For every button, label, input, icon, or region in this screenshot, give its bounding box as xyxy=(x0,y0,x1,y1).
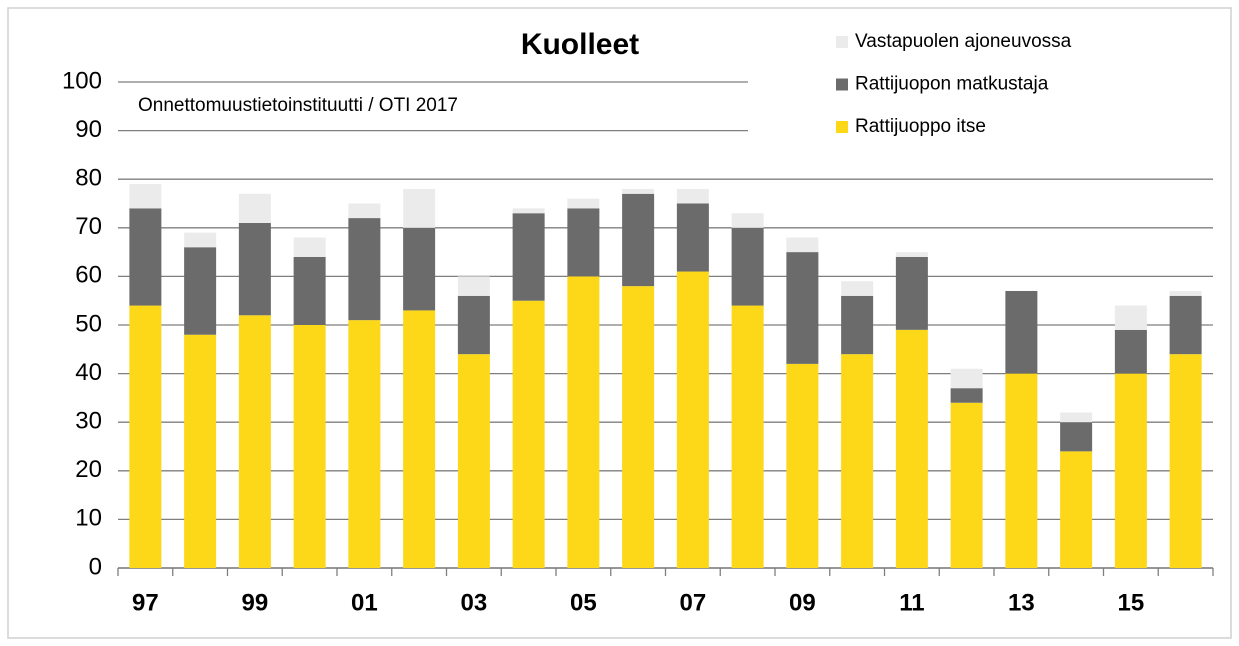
bar-segment xyxy=(293,325,326,568)
bar-segment xyxy=(1005,290,1038,374)
bar-segment xyxy=(1005,373,1038,568)
bar-segment xyxy=(731,305,764,568)
y-tick-label: 10 xyxy=(75,505,102,532)
bar-segment xyxy=(129,184,162,209)
bar-segment xyxy=(622,286,655,568)
x-tick-label: 11 xyxy=(899,589,924,616)
bar-segment xyxy=(567,208,600,277)
bar-segment xyxy=(676,188,709,204)
legend-swatch xyxy=(836,121,848,133)
bar-segment xyxy=(1114,305,1147,330)
bar-segment xyxy=(841,281,874,296)
bar-segment xyxy=(950,388,983,403)
bar-segment xyxy=(1169,354,1202,568)
bar-segment xyxy=(841,354,874,568)
y-tick-label: 40 xyxy=(75,359,102,386)
bar-segment xyxy=(512,300,545,568)
y-tick-label: 90 xyxy=(75,116,102,143)
bar-segment xyxy=(403,227,436,311)
bar-segment xyxy=(622,193,655,287)
bar-segment xyxy=(238,222,271,316)
bar-segment xyxy=(786,252,819,364)
bar-segment xyxy=(786,237,819,253)
bar-segment xyxy=(1060,451,1093,568)
bar-segment xyxy=(567,276,600,568)
x-tick-label: 05 xyxy=(570,589,597,616)
y-tick-label: 80 xyxy=(75,165,102,192)
bar-segment xyxy=(184,232,217,248)
legend-label: Rattijuopon matkustaja xyxy=(855,74,1049,95)
bar-segment xyxy=(567,198,600,209)
x-tick-label: 09 xyxy=(789,589,816,616)
x-tick-label: 99 xyxy=(242,589,269,616)
bar-segment xyxy=(457,354,490,568)
bar-segment xyxy=(895,252,928,257)
bar-segment xyxy=(1060,422,1093,452)
bar-segment xyxy=(184,334,217,568)
bar-segment xyxy=(129,208,162,306)
x-tick-label: 01 xyxy=(351,589,378,616)
bar-segment xyxy=(348,218,381,321)
bar-segment xyxy=(1169,295,1202,355)
bar-segment xyxy=(238,315,271,568)
bar-segment xyxy=(238,193,271,223)
bar-segment xyxy=(950,368,983,389)
chart-title: Kuolleet xyxy=(521,28,639,61)
bar-segment xyxy=(348,320,381,568)
y-tick-label: 30 xyxy=(75,408,102,435)
bar-segment xyxy=(731,213,764,228)
y-tick-label: 20 xyxy=(75,456,102,483)
bar-segment xyxy=(293,256,326,325)
bar-segment xyxy=(841,295,874,355)
bar-segment xyxy=(895,256,928,330)
bar-segment xyxy=(1114,329,1147,374)
bar-segment xyxy=(786,363,819,568)
x-tick-label: 03 xyxy=(461,589,488,616)
bar-segment xyxy=(895,329,928,568)
x-tick-label: 15 xyxy=(1118,589,1145,616)
bar-segment xyxy=(950,402,983,568)
bar-segment xyxy=(184,247,217,335)
bar-segment xyxy=(403,310,436,568)
bar-segment xyxy=(403,188,436,228)
bar-segment xyxy=(1114,373,1147,568)
bar-segment xyxy=(1060,412,1093,423)
y-tick-label: 60 xyxy=(75,262,102,289)
bar-segment xyxy=(293,237,326,257)
x-tick-label: 07 xyxy=(680,589,707,616)
legend-label: Vastapuolen ajoneuvossa xyxy=(855,31,1072,52)
bar-segment xyxy=(676,203,709,272)
bar-segment xyxy=(622,188,655,194)
y-tick-label: 70 xyxy=(75,213,102,240)
x-tick-label: 13 xyxy=(1008,589,1035,616)
bars xyxy=(129,184,1202,568)
bar-segment xyxy=(731,227,764,306)
bar-segment xyxy=(348,203,381,219)
legend-label: Rattijuoppo itse xyxy=(855,116,986,137)
y-tick-label: 0 xyxy=(89,553,102,580)
bar-segment xyxy=(457,295,490,355)
legend-swatch xyxy=(836,36,848,48)
legend-background xyxy=(748,20,1218,168)
annotation: Onnettomuustietoinstituutti / OTI 2017 xyxy=(138,95,458,116)
bar-segment xyxy=(1169,290,1202,296)
x-tick-label: 97 xyxy=(132,589,159,616)
bar-segment xyxy=(457,276,490,296)
legend-swatch xyxy=(836,78,848,91)
bar-segment xyxy=(512,208,545,214)
bar-segment xyxy=(512,213,545,301)
y-tick-label: 50 xyxy=(75,310,102,337)
y-tick-label: 100 xyxy=(62,67,102,94)
bar-segment xyxy=(676,271,709,568)
bar-segment xyxy=(129,305,162,568)
